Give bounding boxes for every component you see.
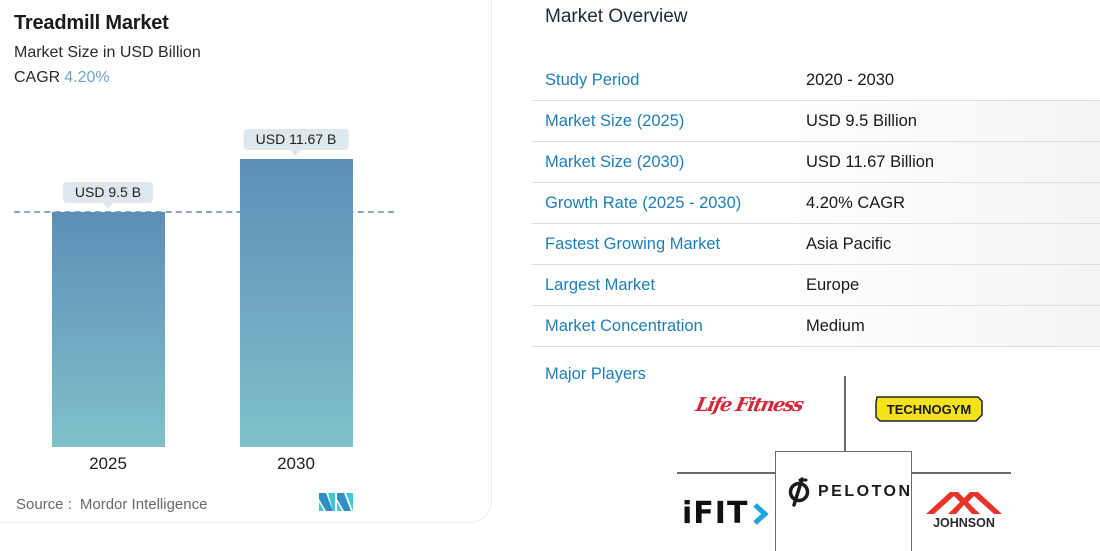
overview-table: Study Period 2020 - 2030 Market Size (202… — [532, 60, 1100, 347]
logo-grid-divider — [912, 472, 1011, 474]
table-row: Largest Market Europe — [532, 265, 1100, 306]
chart-subtitle: Market Size in USD Billion — [14, 44, 201, 61]
row-value: 2020 - 2030 — [806, 71, 895, 89]
mordor-intelligence-logo-icon — [319, 493, 353, 511]
row-key: Largest Market — [545, 276, 656, 294]
ifit-chevron-icon — [753, 502, 770, 525]
cagr-value: 4.20% — [64, 69, 110, 86]
logo-grid-divider — [844, 376, 846, 451]
row-key: Market Size (2030) — [545, 153, 685, 171]
bar-label-2030: USD 11.67 B — [243, 129, 349, 156]
row-key: Fastest Growing Market — [545, 235, 721, 253]
ifit-logo-text: iFIT — [682, 496, 749, 531]
ifit-logo: iFIT — [682, 496, 770, 531]
source-value: Mordor Intelligence — [79, 496, 208, 513]
bar-2025 — [52, 212, 165, 447]
peloton-logo: PELOTON — [786, 477, 913, 507]
bar-2030 — [240, 159, 353, 447]
row-key: Study Period — [545, 71, 640, 89]
table-row: Study Period 2020 - 2030 — [532, 60, 1100, 101]
chart-title: Treadmill Market — [14, 12, 169, 34]
row-value: Medium — [806, 317, 865, 335]
bar-label-2025: USD 9.5 B — [62, 182, 154, 209]
source-line: Source : Mordor Intelligence — [16, 496, 207, 513]
peloton-logo-text: PELOTON — [818, 483, 913, 500]
row-key: Market Concentration — [545, 317, 703, 335]
cagr-line: CAGR 4.20% — [14, 69, 110, 87]
johnson-logo-text: JOHNSON — [933, 516, 995, 530]
row-key: Growth Rate (2025 - 2030) — [545, 194, 742, 212]
row-key: Market Size (2025) — [545, 112, 685, 130]
cagr-label: CAGR — [14, 69, 61, 86]
logo-grid-divider — [677, 472, 775, 474]
table-row: Market Size (2030) USD 11.67 Billion — [532, 142, 1100, 183]
x-tick-2025: 2025 — [89, 454, 127, 473]
row-value: Asia Pacific — [806, 235, 892, 253]
x-tick-2030: 2030 — [277, 454, 315, 473]
source-label: Source : — [16, 496, 72, 513]
row-value: 4.20% CAGR — [806, 194, 906, 212]
reference-dashed-line — [14, 211, 394, 213]
johnson-logo: JOHNSON — [926, 492, 1002, 530]
major-players-label: Major Players — [545, 365, 646, 383]
table-row: Growth Rate (2025 - 2030) 4.20% CAGR — [532, 183, 1100, 224]
row-value: Europe — [806, 276, 860, 294]
table-row: Market Concentration Medium — [532, 306, 1100, 347]
market-overview-title: Market Overview — [545, 6, 688, 27]
technogym-logo-text: TECHNOGYM — [887, 402, 972, 417]
table-row: Market Size (2025) USD 9.5 Billion — [532, 101, 1100, 142]
row-value: USD 9.5 Billion — [806, 112, 917, 130]
peloton-mark-icon — [788, 477, 810, 507]
table-row: Fastest Growing Market Asia Pacific — [532, 224, 1100, 265]
row-value: USD 11.67 Billion — [806, 153, 935, 171]
technogym-logo: TECHNOGYM — [875, 396, 983, 422]
life-fitness-logo: Life Fitness — [693, 394, 805, 416]
